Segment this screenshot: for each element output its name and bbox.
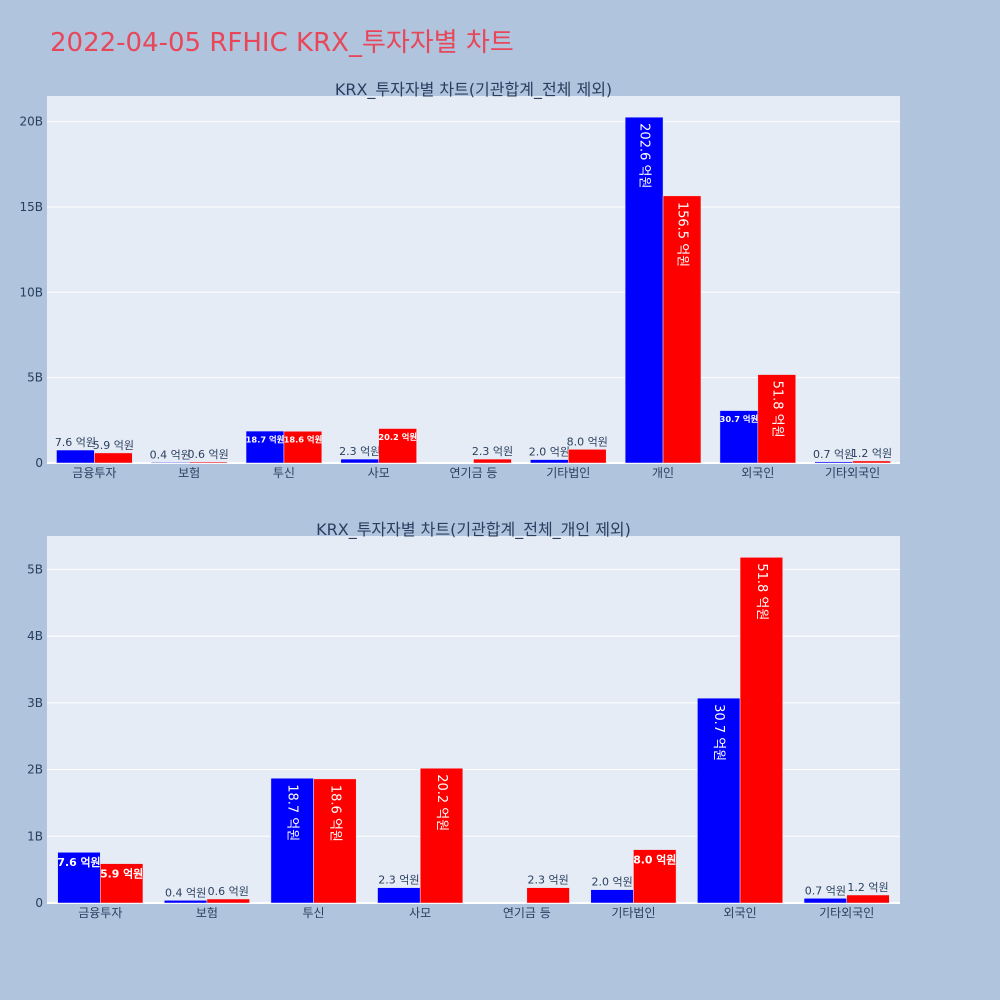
bar-data-label: 1.2 억원 bbox=[851, 447, 892, 460]
y-tick-label: 20B bbox=[19, 115, 43, 129]
y-tick-label: 0 bbox=[35, 456, 43, 470]
bar-buy bbox=[697, 697, 741, 904]
bar-data-label: 5.9 억원 bbox=[100, 867, 143, 881]
bar-buy bbox=[57, 852, 101, 904]
bar-data-label: 2.0 억원 bbox=[591, 876, 632, 889]
bar-data-label: 0.6 억원 bbox=[208, 885, 249, 898]
x-tick-label: 금융투자 bbox=[78, 906, 122, 920]
x-tick-label: 투신 bbox=[303, 906, 325, 920]
bar-sell bbox=[188, 461, 228, 464]
x-tick-label: 기타법인 bbox=[546, 466, 590, 480]
bar-data-label: 0.7 억원 bbox=[813, 448, 854, 461]
x-tick-label: 외국인 bbox=[741, 466, 774, 480]
bar-sell bbox=[526, 887, 570, 904]
x-tick-label: 금융투자 bbox=[72, 466, 116, 480]
bar-sell bbox=[100, 863, 144, 904]
bar-buy bbox=[164, 900, 208, 904]
bar-data-label: 5.9 억원 bbox=[93, 439, 134, 452]
bar-data-label: 2.3 억원 bbox=[378, 874, 419, 887]
bar-data-label: 18.6 억원 bbox=[327, 785, 342, 842]
bar-sell bbox=[206, 898, 250, 904]
y-tick-label: 5B bbox=[27, 371, 43, 385]
bar-buy bbox=[624, 116, 664, 464]
bar-data-label: 18.7 억원 bbox=[246, 434, 285, 444]
chart-title: KRX_투자자별 차트(기관합계_전체 제외) bbox=[335, 80, 612, 100]
bar-data-label: 30.7 억원 bbox=[711, 704, 726, 761]
bar-data-label: 18.6 억원 bbox=[284, 435, 323, 445]
bar-data-label: 51.8 억원 bbox=[769, 381, 784, 438]
bar-sell bbox=[662, 195, 702, 464]
bar-sell bbox=[473, 458, 512, 464]
bar-buy bbox=[340, 458, 379, 464]
bar-data-label: 18.7 억원 bbox=[285, 784, 300, 841]
x-tick-label: 연기금 등 bbox=[450, 466, 498, 480]
bar-sell bbox=[568, 449, 607, 464]
bar-buy bbox=[803, 898, 847, 904]
x-tick-label: 개인 bbox=[652, 466, 674, 480]
y-tick-label: 15B bbox=[19, 200, 43, 214]
bar-data-label: 2.3 억원 bbox=[339, 445, 380, 458]
bar-sell bbox=[757, 374, 796, 464]
x-tick-label: 외국인 bbox=[724, 906, 757, 920]
bar-sell bbox=[283, 431, 323, 464]
bar-sell bbox=[378, 428, 417, 464]
bar-data-label: 51.8 억원 bbox=[754, 563, 769, 620]
x-tick-label: 사모 bbox=[409, 906, 431, 920]
bar-data-label: 2.3 억원 bbox=[472, 445, 513, 458]
x-tick-label: 기타외국인 bbox=[819, 906, 874, 920]
bar-buy bbox=[719, 410, 759, 464]
bar-buy bbox=[590, 889, 634, 904]
x-tick-label: 사모 bbox=[368, 466, 390, 480]
y-tick-label: 4B bbox=[27, 629, 43, 643]
bar-data-label: 0.6 억원 bbox=[188, 448, 229, 461]
bar-sell bbox=[633, 849, 677, 904]
bar-sell bbox=[739, 557, 783, 904]
bar-buy bbox=[151, 462, 190, 464]
x-tick-label: 투신 bbox=[273, 466, 295, 480]
y-tick-label: 1B bbox=[27, 829, 43, 843]
bar-data-label: 0.7 억원 bbox=[805, 884, 846, 897]
bar-data-label: 7.6 억원 bbox=[55, 436, 96, 449]
bar-data-label: 1.2 억원 bbox=[847, 881, 888, 894]
x-tick-label: 보험 bbox=[178, 466, 200, 480]
bar-data-label: 2.3 억원 bbox=[528, 874, 569, 887]
chart-1: 0 5B 10B 15B 20B KRX_투자자별 차트(기관합계_전체 제외) 금융투자 7… bbox=[19, 80, 900, 480]
x-tick-label: 기타법인 bbox=[611, 906, 655, 920]
x-tick-label: 기타외국인 bbox=[825, 466, 880, 480]
bar-data-label: 20.2 억원 bbox=[378, 432, 417, 442]
bar-data-label: 30.7 억원 bbox=[720, 414, 759, 424]
bar-buy bbox=[245, 430, 285, 464]
bar-data-label: 202.6 억원 bbox=[637, 123, 652, 188]
chart-2: 0 1B 2B 3B 4B 5B KRX_투자자별 차트(기관합계_전체_개인 제외) 금융투… bbox=[27, 520, 900, 920]
y-tick-label: 0 bbox=[35, 896, 43, 910]
x-tick-label: 연기금 등 bbox=[503, 906, 551, 920]
bar-data-label: 0.4 억원 bbox=[150, 448, 191, 461]
bar-data-label: 0.4 억원 bbox=[165, 886, 206, 899]
bar-buy bbox=[56, 449, 95, 464]
y-tick-label: 5B bbox=[27, 562, 43, 576]
bar-buy bbox=[530, 459, 569, 464]
bar-data-label: 2.0 억원 bbox=[529, 446, 570, 459]
bar-sell bbox=[852, 460, 891, 464]
bar-data-label: 156.5 억원 bbox=[675, 202, 690, 267]
bar-sell bbox=[419, 767, 464, 904]
chart-title: KRX_투자자별 차트(기관합계_전체_개인 제외) bbox=[316, 520, 631, 540]
bar-sell bbox=[846, 894, 890, 904]
y-tick-label: 2B bbox=[27, 763, 43, 777]
bar-buy bbox=[270, 777, 314, 904]
bar-data-label: 7.6 억원 bbox=[57, 855, 100, 869]
page-title: 2022-04-05 RFHIC KRX_투자자별 차트 bbox=[50, 28, 514, 58]
bar-sell bbox=[313, 778, 357, 904]
bar-buy bbox=[377, 887, 421, 904]
y-tick-label: 3B bbox=[27, 696, 43, 710]
bar-buy bbox=[814, 461, 853, 464]
x-tick-label: 보험 bbox=[196, 906, 218, 920]
y-tick-label: 10B bbox=[19, 285, 43, 299]
bar-sell bbox=[94, 452, 133, 464]
bar-data-label: 8.0 억원 bbox=[633, 853, 676, 867]
bar-data-label: 8.0 억원 bbox=[567, 435, 608, 448]
bar-data-label: 20.2 억원 bbox=[434, 774, 449, 831]
